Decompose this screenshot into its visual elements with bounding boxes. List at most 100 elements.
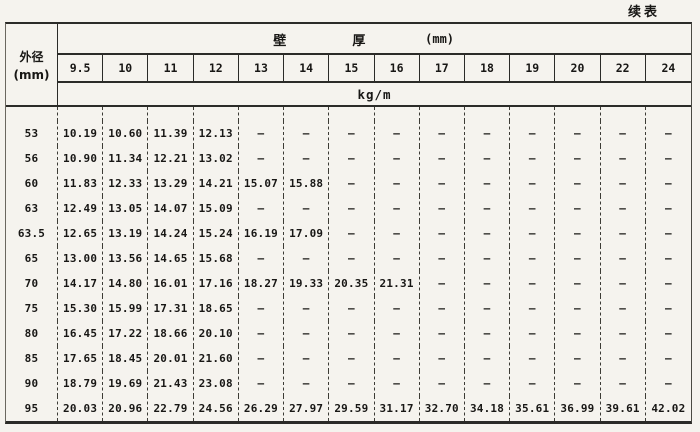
weight-value-cell: — bbox=[510, 146, 556, 171]
spacer-cell bbox=[646, 107, 691, 121]
weight-value-cell: 15.99 bbox=[103, 296, 149, 321]
weight-value-cell: 14.24 bbox=[148, 221, 194, 246]
spacer-cell bbox=[148, 107, 194, 121]
table-row: 53 10.19 10.60 11.39 12.13— — — — — — — — — — bbox=[6, 121, 691, 146]
weight-value-cell: — bbox=[664, 127, 672, 140]
pipe-weight-table: 外径 (mm) 壁 厚 (mm) 9.5 10 11 12 13 14 15 16 17 18 19… bbox=[5, 22, 692, 424]
weight-value-cell: — bbox=[601, 221, 646, 246]
weight-value-cell: — bbox=[555, 371, 601, 396]
weight-value-cell: 31.17 bbox=[375, 396, 420, 421]
spacer-cell bbox=[284, 107, 330, 121]
weight-value-cell: — bbox=[601, 121, 646, 146]
outer-diameter-cell: 60 bbox=[6, 171, 58, 196]
weight-value-cell: — bbox=[555, 296, 601, 321]
table-row: 70 14.17 14.80 16.01 17.16 18.27 19.33 20.35 21.… bbox=[6, 271, 691, 296]
table-row: 56 10.90 11.34 12.21 13.02— — — — — — — — — — bbox=[6, 146, 691, 171]
weight-value-cell: — bbox=[239, 296, 285, 321]
weight-value-cell: — bbox=[284, 321, 330, 346]
weight-value-cell: 39.61 bbox=[601, 396, 646, 421]
weight-value-cell: 32.70 bbox=[420, 396, 465, 421]
weight-value-cell: 12.65 bbox=[58, 221, 104, 246]
weight-value-cell: 11.83 bbox=[58, 171, 104, 196]
weight-value-cell: 35.61 bbox=[510, 396, 556, 421]
wall-thickness-char-2: 厚 bbox=[352, 34, 366, 49]
weight-value-cell: 16.19 bbox=[239, 221, 285, 246]
weight-value-cell: — bbox=[510, 271, 556, 296]
weight-value-cell: 17.16 bbox=[194, 271, 239, 296]
weight-value-cell: — bbox=[420, 221, 465, 246]
weight-value-cell: — bbox=[601, 346, 646, 371]
weight-value-cell: — bbox=[420, 346, 465, 371]
weight-value-cell: — bbox=[601, 171, 646, 196]
weight-value-cell: — bbox=[420, 371, 465, 396]
weight-value-cell: 26.29 bbox=[239, 396, 285, 421]
weight-value-cell: 11.39 bbox=[148, 121, 194, 146]
weight-value-cell: — bbox=[601, 271, 646, 296]
table-row: 65 13.00 13.56 14.65 15.68— — — — — — — — — — bbox=[6, 246, 691, 271]
weight-value-cell: — bbox=[555, 196, 601, 221]
weight-value-cell: — bbox=[465, 346, 511, 371]
weight-value-cell: 18.79 bbox=[58, 371, 104, 396]
weight-value-cell: 16.01 bbox=[148, 271, 194, 296]
weight-value-cell: — bbox=[465, 171, 511, 196]
spacer-cell bbox=[510, 107, 556, 121]
weight-value-cell: — bbox=[664, 152, 672, 165]
weight-value-cell: — bbox=[664, 377, 672, 390]
outer-diameter-cell: 63.5 bbox=[6, 221, 58, 246]
weight-value-cell: — bbox=[284, 196, 330, 221]
weight-value-cell: 18.27 bbox=[239, 271, 285, 296]
weight-value-cell: — bbox=[420, 196, 465, 221]
weight-value-cell: 14.65 bbox=[148, 246, 194, 271]
weight-value-cell: — bbox=[284, 371, 330, 396]
table-row: 63 12.49 13.05 14.07 15.09— — — — — — — — — — bbox=[6, 196, 691, 221]
weight-value-cell: — bbox=[510, 221, 556, 246]
outer-diameter-cell: 80 bbox=[6, 321, 58, 346]
spacer-cell bbox=[601, 107, 646, 121]
weight-value-cell: 13.56 bbox=[103, 246, 149, 271]
thickness-column-header: 16 bbox=[375, 55, 420, 81]
thickness-column-header: 17 bbox=[420, 55, 465, 81]
weight-value-cell: — bbox=[601, 146, 646, 171]
weight-value-cell: 17.65 bbox=[58, 346, 104, 371]
table-body: 53 10.19 10.60 11.39 12.13— — — — — — — — — —56 10.90 1… bbox=[6, 107, 691, 421]
weight-value-cell: 20.01 bbox=[148, 346, 194, 371]
table-row: 85 17.65 18.45 20.01 21.60— — — — — — — — — — bbox=[6, 346, 691, 371]
thickness-column-header: 12 bbox=[194, 55, 239, 81]
weight-value-cell: — bbox=[284, 296, 330, 321]
weight-value-cell: 42.02 bbox=[651, 402, 686, 415]
outer-diameter-header-unit: (mm) bbox=[13, 67, 50, 82]
weight-value-cell: 10.19 bbox=[58, 121, 104, 146]
weight-value-cell: — bbox=[465, 221, 511, 246]
weight-value-cell: — bbox=[284, 121, 330, 146]
weight-value-cell: — bbox=[375, 146, 420, 171]
wall-thickness-char-1: 壁 bbox=[273, 34, 287, 49]
weight-value-cell: 17.22 bbox=[103, 321, 149, 346]
weight-value-cell: — bbox=[555, 146, 601, 171]
weight-value-cell: — bbox=[329, 346, 375, 371]
weight-value-cell: — bbox=[420, 146, 465, 171]
outer-diameter-cell: 85 bbox=[6, 346, 58, 371]
outer-diameter-cell: 90 bbox=[6, 371, 58, 396]
weight-value-cell: 13.19 bbox=[103, 221, 149, 246]
spacer-cell bbox=[375, 107, 420, 121]
spacer-cell bbox=[420, 107, 465, 121]
weight-value-cell: — bbox=[420, 296, 465, 321]
weight-value-cell: — bbox=[420, 171, 465, 196]
spacer-cell bbox=[6, 107, 58, 121]
table-row: 90 18.79 19.69 21.43 23.08— — — — — — — — — — bbox=[6, 371, 691, 396]
weight-value-cell: 14.80 bbox=[103, 271, 149, 296]
weight-value-cell: — bbox=[510, 121, 556, 146]
weight-value-cell: — bbox=[465, 196, 511, 221]
weight-value-cell: — bbox=[510, 346, 556, 371]
table-header: 外径 (mm) 壁 厚 (mm) 9.5 10 11 12 13 14 15 16 17 18 19… bbox=[6, 24, 691, 107]
thickness-column-header: 9.5 bbox=[58, 55, 104, 81]
outer-diameter-cell: 53 bbox=[6, 121, 58, 146]
weight-value-cell: 18.66 bbox=[148, 321, 194, 346]
spacer-cell bbox=[239, 107, 285, 121]
weight-value-cell: — bbox=[375, 371, 420, 396]
weight-value-cell: 19.33 bbox=[284, 271, 330, 296]
table-row: 80 16.45 17.22 18.66 20.10— — — — — — — — — — bbox=[6, 321, 691, 346]
weight-value-cell: — bbox=[329, 121, 375, 146]
weight-value-cell: 13.00 bbox=[58, 246, 104, 271]
